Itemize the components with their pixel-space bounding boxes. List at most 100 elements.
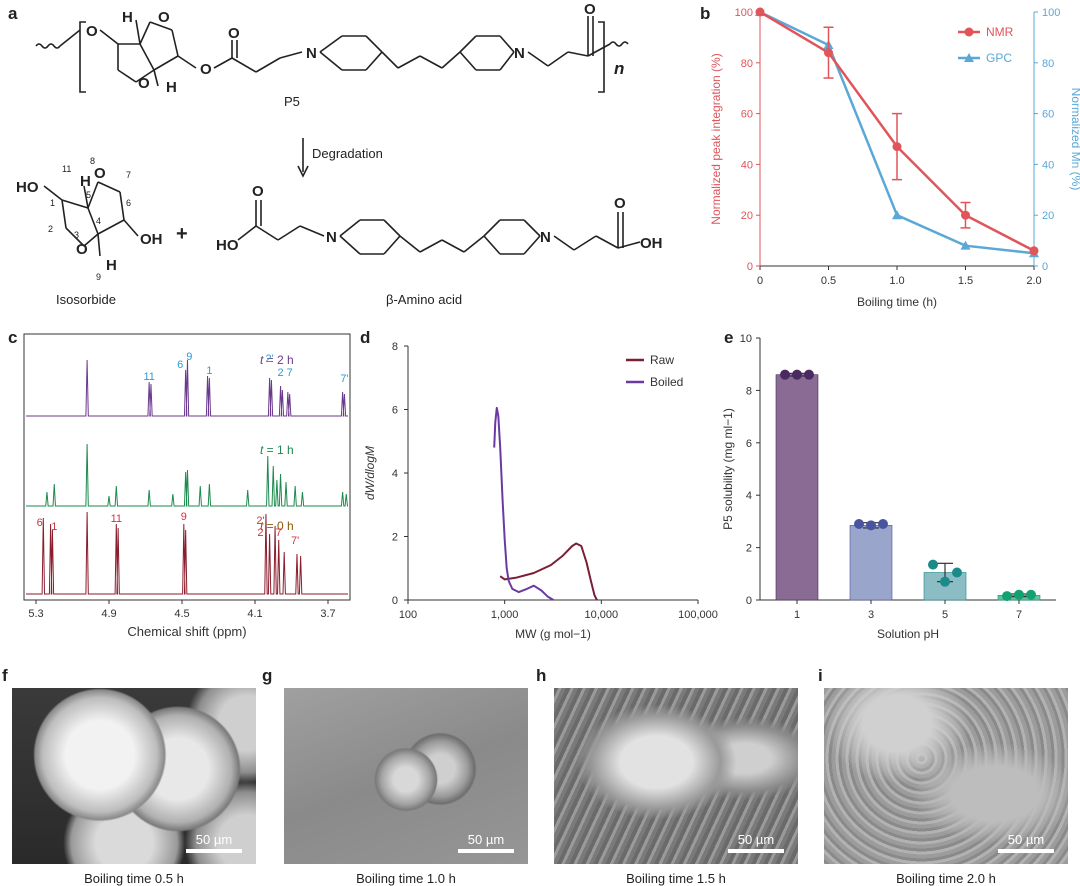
atom-n: N xyxy=(514,45,525,62)
x-tick-label: 0 xyxy=(757,275,763,287)
atom-ho: HO xyxy=(16,179,39,196)
y-tick-label-left: 100 xyxy=(735,7,753,19)
y-tick-label: 8 xyxy=(746,385,752,397)
peak-label-top: 7' xyxy=(340,373,348,385)
atom-o: O xyxy=(94,165,106,182)
panel-letter-a: a xyxy=(8,4,18,23)
peak-label-bottom: 1 xyxy=(51,521,57,533)
atom-h: H xyxy=(122,9,133,26)
data-point xyxy=(952,567,962,578)
trace-label-time: = 1 h xyxy=(263,443,293,457)
peak-label-bottom: 7 xyxy=(276,527,282,539)
x-tick-label: 2.0 xyxy=(1026,275,1041,287)
data-point xyxy=(780,369,790,380)
y-tick-label-right: 60 xyxy=(1042,109,1054,121)
x-tick-label: 1.0 xyxy=(889,275,904,287)
trace-label-t: t xyxy=(260,519,264,533)
peak-label-top: 2' xyxy=(265,353,273,365)
y-tick-label: 2 xyxy=(746,543,752,555)
atom-oh: OH xyxy=(640,235,663,252)
trace-label-time: = 0 h xyxy=(263,519,293,533)
x-tick-label: 4.1 xyxy=(247,608,262,620)
data-point xyxy=(854,519,864,530)
nmr-trace-0 xyxy=(26,359,348,417)
sem-image-h xyxy=(554,688,798,864)
y-tick-label-left: 20 xyxy=(741,210,753,222)
y-tick-label: 8 xyxy=(392,341,398,353)
chart-e-solubility: 0 2 4 6 8 10 1 3 5 7 Solution pH P5 solubility (mg … xyxy=(721,333,1056,641)
atom-number: 1 xyxy=(50,198,55,208)
x-tick-label: 4.9 xyxy=(101,608,116,620)
data-point xyxy=(940,576,950,587)
atom-number: 11 xyxy=(62,164,71,174)
atom-number: 8 xyxy=(90,156,95,166)
data-point xyxy=(1002,591,1012,602)
data-point-nmr xyxy=(1029,246,1039,256)
chart-c-nmr: 5.3 4.9 4.5 4.1 3.7 Chemical shift (ppm) t = 2… xyxy=(23,333,351,639)
x-tick-label: 7 xyxy=(1016,609,1022,621)
atom-number: 4 xyxy=(96,216,101,226)
repeat-n: n xyxy=(614,59,624,78)
data-point-nmr xyxy=(892,142,902,152)
data-point-gpc xyxy=(892,210,902,220)
scale-bar-label: 50 µm xyxy=(737,832,775,847)
atom-o: O xyxy=(252,183,264,200)
data-point-nmr xyxy=(961,210,970,220)
atom-h: H xyxy=(166,79,177,96)
atom-number: 7 xyxy=(126,170,131,180)
scale-bar: 50 µm xyxy=(458,832,514,853)
atom-o: O xyxy=(614,195,626,212)
arrow-label: Degradation xyxy=(312,146,383,161)
atom-number: 2 xyxy=(48,224,53,234)
scale-bar: 50 µm xyxy=(186,832,242,853)
x-axis-label: Chemical shift (ppm) xyxy=(127,624,246,639)
x-axis-label: MW (g mol−1) xyxy=(515,627,591,641)
y-tick-label: 0 xyxy=(746,595,752,607)
y-tick-label-right: 20 xyxy=(1042,210,1054,222)
series-line-boiled xyxy=(493,406,554,601)
x-axis-label: Solution pH xyxy=(877,627,939,641)
peak-label-bottom: 2 xyxy=(257,527,263,539)
peak-label-bottom: 9 xyxy=(181,511,187,523)
x-tick-label: 1.5 xyxy=(958,275,973,287)
y-axis-label-right: Normalized Mn (%) xyxy=(1069,88,1080,191)
scale-bar: 50 µm xyxy=(998,832,1054,853)
data-point-gpc xyxy=(960,240,971,250)
atom-n: N xyxy=(306,45,317,62)
atom-o: O xyxy=(86,23,98,40)
panel-letter-c: c xyxy=(8,328,18,347)
y-tick-label-right: 0 xyxy=(1042,261,1048,273)
y-tick-label: 6 xyxy=(746,438,752,450)
chart-d-gpc: 100 1,000 10,000 100,000 0 2 4 6 8 MW (g mol−1) dW… xyxy=(363,341,718,641)
scale-bar-line xyxy=(458,849,514,853)
peak-label-top: 11 xyxy=(143,371,154,383)
y-tick-label-right: 40 xyxy=(1042,159,1054,171)
y-tick-label: 0 xyxy=(392,595,398,607)
sem-image-i xyxy=(824,688,1068,864)
atom-o: O xyxy=(158,9,170,26)
x-tick-label: 3.7 xyxy=(320,608,335,620)
panel-letter-g: g xyxy=(262,666,273,685)
sem-image-g xyxy=(284,688,528,864)
scale-bar-label: 50 µm xyxy=(467,832,505,847)
x-tick-label: 100 xyxy=(399,609,417,621)
data-point xyxy=(1014,589,1024,600)
y-tick-label-right: 80 xyxy=(1042,58,1054,70)
atom-o: O xyxy=(138,75,150,92)
atom-ho: HO xyxy=(216,237,239,254)
trace-label-time: = 2 h xyxy=(263,353,293,367)
trace-label-t: t xyxy=(260,443,264,457)
sem-image-f xyxy=(12,688,256,864)
x-tick-label: 10,000 xyxy=(585,609,619,621)
atom-o: O xyxy=(200,61,212,78)
atom-number: 5 xyxy=(86,190,91,200)
x-tick-label: 1,000 xyxy=(491,609,519,621)
atom-number: 3 xyxy=(74,230,79,240)
trace-label-t: t xyxy=(260,353,264,367)
panel-letter-f: f xyxy=(2,666,8,685)
atom-oh: OH xyxy=(140,231,163,248)
peak-label-top: 6 xyxy=(177,359,183,371)
x-tick-label: 100,000 xyxy=(678,609,718,621)
scale-bar-line xyxy=(728,849,784,853)
